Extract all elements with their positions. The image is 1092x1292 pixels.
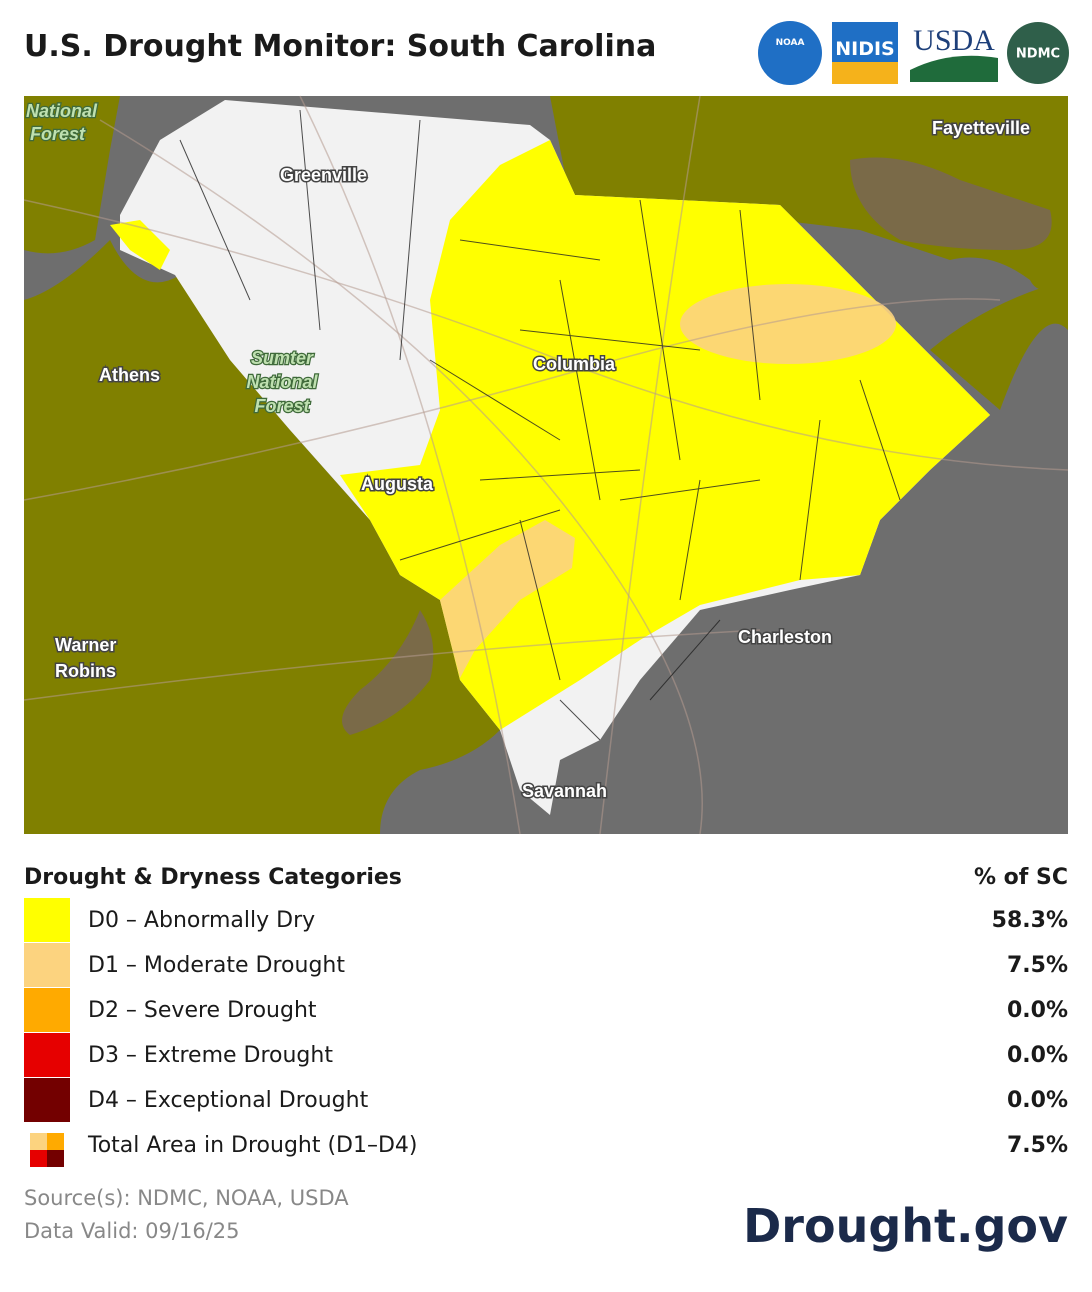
- legend-rows: D0 – Abnormally Dry 58.3% D1 – Moderate Dr…: [24, 898, 1068, 1167]
- legend-label: D1 – Moderate Drought: [88, 953, 345, 978]
- swatch: [24, 943, 70, 987]
- source: Source(s): NDMC, NOAA, USDA: [24, 1186, 349, 1210]
- legend-column: % of SC: [974, 865, 1068, 890]
- legend-label: Total Area in Drought (D1–D4): [87, 1133, 418, 1158]
- logo-text: NOAA: [776, 38, 805, 48]
- legend-value: 7.5%: [1007, 1133, 1068, 1158]
- county-lines: [179, 109, 901, 741]
- map-label: National: [26, 101, 98, 121]
- map-label: Greenville: [280, 165, 367, 185]
- logo-text: NIDIS: [835, 38, 895, 60]
- legend-label: D0 – Abnormally Dry: [88, 908, 315, 933]
- legend-value: 0.0%: [1007, 998, 1068, 1023]
- swatch-part: [47, 1150, 64, 1167]
- map-label: Forest: [254, 396, 310, 416]
- map-label: Columbia: [533, 354, 616, 374]
- map-label: Savannah: [522, 781, 607, 801]
- dry-region: [24, 96, 120, 254]
- map: National Forest Greenville Fayetteville …: [23, 95, 1069, 835]
- map-label: Warner: [55, 635, 116, 655]
- swatch-part: [30, 1150, 47, 1167]
- legend-label: D4 – Exceptional Drought: [88, 1088, 369, 1113]
- nidis-band: [832, 62, 898, 84]
- swatch-part: [47, 1133, 64, 1150]
- noaa-logo: [758, 21, 822, 85]
- logo-text: NDMC: [1016, 47, 1060, 62]
- legend-value: 0.0%: [1007, 1043, 1068, 1068]
- brand: Drought.gov: [743, 1199, 1068, 1253]
- map-label: National: [246, 372, 318, 392]
- logo-text: USDA: [913, 24, 995, 57]
- logos: NOAA NIDIS USDA NDMC: [758, 21, 1069, 85]
- title: U.S. Drought Monitor: South Carolina: [24, 29, 656, 64]
- ndmc-logo: [1007, 22, 1069, 84]
- map-label: Fayetteville: [932, 118, 1030, 138]
- map-label: Sumter: [251, 348, 314, 368]
- legend-value: 7.5%: [1007, 953, 1068, 978]
- swatch: [24, 898, 70, 942]
- legend-value: 0.0%: [1007, 1088, 1068, 1113]
- map-label: Forest: [30, 124, 86, 144]
- legend-title: Drought & Dryness Categories: [24, 865, 402, 890]
- swatch: [24, 1078, 70, 1122]
- d1-region: [342, 610, 434, 735]
- d1-region: [440, 520, 575, 678]
- map-label: Augusta: [361, 474, 434, 494]
- d0-region: [110, 220, 170, 270]
- legend-label: D2 – Severe Drought: [88, 998, 317, 1023]
- swatch: [24, 1033, 70, 1077]
- d1-region: [850, 157, 1052, 250]
- swatch-part: [30, 1133, 47, 1150]
- legend-value: 58.3%: [992, 908, 1068, 933]
- map-label: Robins: [55, 661, 116, 681]
- map-label: Charleston: [738, 627, 832, 647]
- swatch: [24, 988, 70, 1032]
- d1-region: [680, 284, 896, 364]
- dry-region: [930, 280, 1068, 410]
- data-valid: Data Valid: 09/16/25: [24, 1219, 240, 1243]
- legend-label: D3 – Extreme Drought: [88, 1043, 333, 1068]
- map-label: Athens: [99, 365, 160, 385]
- usda-swoosh: [910, 55, 998, 82]
